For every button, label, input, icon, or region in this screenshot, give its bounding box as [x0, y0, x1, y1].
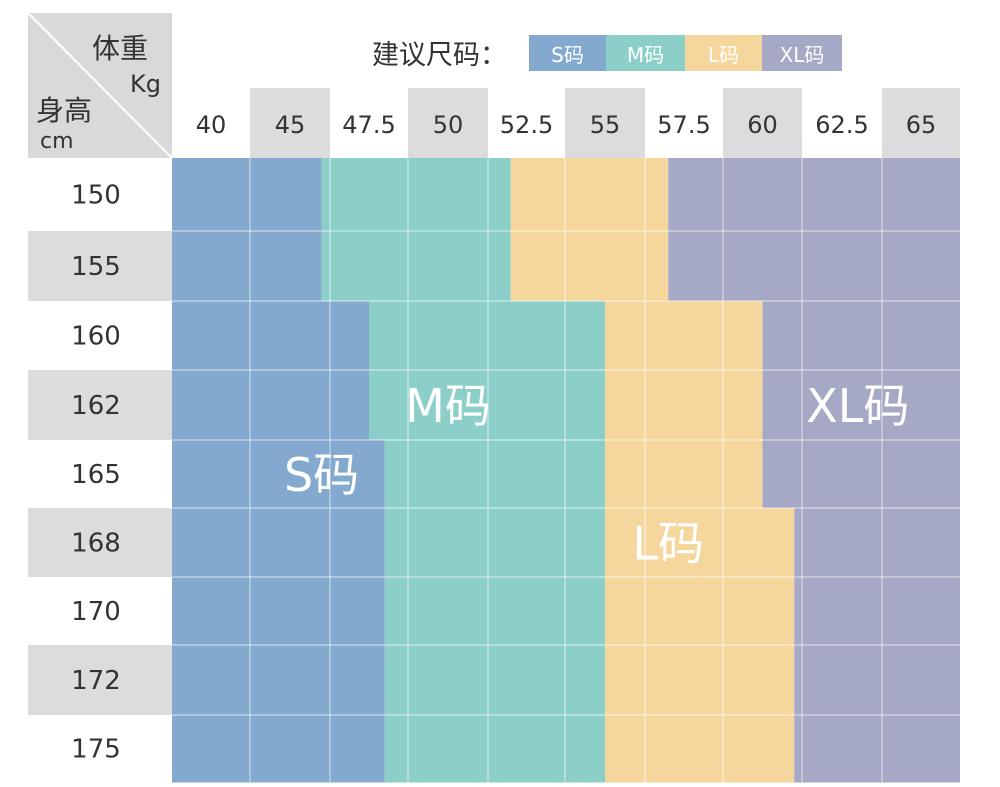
- size-region-s: [172, 158, 322, 232]
- weight-tick-label: 55: [590, 111, 621, 139]
- size-region-xl: [668, 231, 960, 302]
- corner-weight-label: 体重: [92, 32, 148, 65]
- size-region-xl: [794, 577, 960, 646]
- height-header-cell: [28, 370, 172, 440]
- region-label: L码: [632, 517, 704, 571]
- weight-header-cell: [408, 88, 488, 158]
- size-region-s: [172, 301, 369, 371]
- size-region-xl: [794, 508, 960, 578]
- region-label: XL码: [806, 379, 909, 433]
- size-region-l: [605, 440, 763, 509]
- legend-m: M码: [606, 35, 685, 71]
- size-region-l: [510, 158, 669, 232]
- legend-s: S码: [529, 35, 606, 71]
- height-tick-label: 162: [71, 391, 121, 421]
- size-region-s: [172, 440, 385, 509]
- height-header-cell: [28, 645, 172, 715]
- size-region-m: [321, 231, 511, 302]
- weight-tick-label: 60: [747, 111, 778, 139]
- size-region-xl: [668, 158, 960, 232]
- weight-header-cell: [565, 88, 645, 158]
- height-header-cell: [28, 577, 172, 645]
- size-region-s: [172, 645, 385, 716]
- size-region-l: [605, 508, 795, 578]
- height-tick-label: 155: [71, 252, 121, 282]
- size-region-xl: [762, 440, 960, 509]
- size-region-s: [172, 577, 385, 646]
- weight-header-cell: [172, 88, 250, 158]
- weight-tick-label: 65: [906, 111, 937, 139]
- size-region-xl: [762, 370, 960, 441]
- height-tick-label: 165: [71, 460, 121, 490]
- weight-header-cell: [723, 88, 802, 158]
- weight-tick-label: 57.5: [657, 111, 710, 139]
- size-region-s: [172, 231, 322, 302]
- size-region-xl: [794, 715, 960, 783]
- size-region-l: [605, 715, 795, 783]
- height-header-cell: [28, 440, 172, 508]
- size-region-s: [172, 508, 385, 578]
- size-region-m: [384, 577, 605, 646]
- height-tick-label: 168: [71, 529, 121, 559]
- corner-height-unit: cm: [40, 129, 74, 154]
- size-region-l: [605, 301, 763, 371]
- size-region-l: [605, 645, 795, 716]
- weight-header-cell: [330, 88, 408, 158]
- legend-xl: XL码: [762, 35, 842, 71]
- height-header-cell: [28, 158, 172, 231]
- size-region-m: [384, 645, 605, 716]
- height-header-cell: [28, 301, 172, 370]
- weight-tick-label: 40: [196, 111, 227, 139]
- height-tick-label: 175: [71, 735, 121, 765]
- weight-tick-label: 50: [433, 111, 464, 139]
- region-label: S码: [284, 448, 359, 502]
- region-label: M码: [405, 379, 491, 433]
- weight-tick-label: 52.5: [500, 111, 553, 139]
- size-region-s: [172, 715, 385, 783]
- weight-tick-label: 45: [275, 111, 306, 139]
- height-header-cell: [28, 508, 172, 577]
- legend-l: L码: [685, 35, 762, 71]
- height-header-cell: [28, 231, 172, 301]
- weight-header-cell: [882, 88, 960, 158]
- corner-weight-unit: Kg: [130, 70, 161, 98]
- height-tick-label: 160: [71, 322, 121, 352]
- corner-diagonal: [27, 12, 173, 159]
- height-header-cell: [28, 715, 172, 782]
- size-region-m: [384, 508, 605, 578]
- height-tick-label: 170: [71, 597, 121, 627]
- legend-title: 建议尺码：: [372, 40, 507, 71]
- size-region-xl: [762, 301, 960, 371]
- weight-header-cell: [250, 88, 330, 158]
- size-region-m: [321, 158, 511, 232]
- size-region-m: [369, 301, 605, 371]
- size-region-l: [605, 577, 795, 646]
- weight-header-cell: [488, 88, 565, 158]
- height-tick-label: 150: [71, 181, 121, 211]
- size-region-s: [172, 370, 369, 441]
- size-region-l: [510, 231, 669, 302]
- weight-header-cell: [645, 88, 723, 158]
- size-region-xl: [794, 645, 960, 716]
- size-region-m: [384, 715, 605, 783]
- weight-tick-label: 62.5: [815, 111, 868, 139]
- corner-height-label: 身高: [36, 94, 92, 127]
- weight-header-cell: [802, 88, 882, 158]
- size-region-m: [384, 440, 605, 509]
- weight-tick-label: 47.5: [342, 111, 395, 139]
- size-region-l: [605, 370, 763, 441]
- height-tick-label: 172: [71, 666, 121, 696]
